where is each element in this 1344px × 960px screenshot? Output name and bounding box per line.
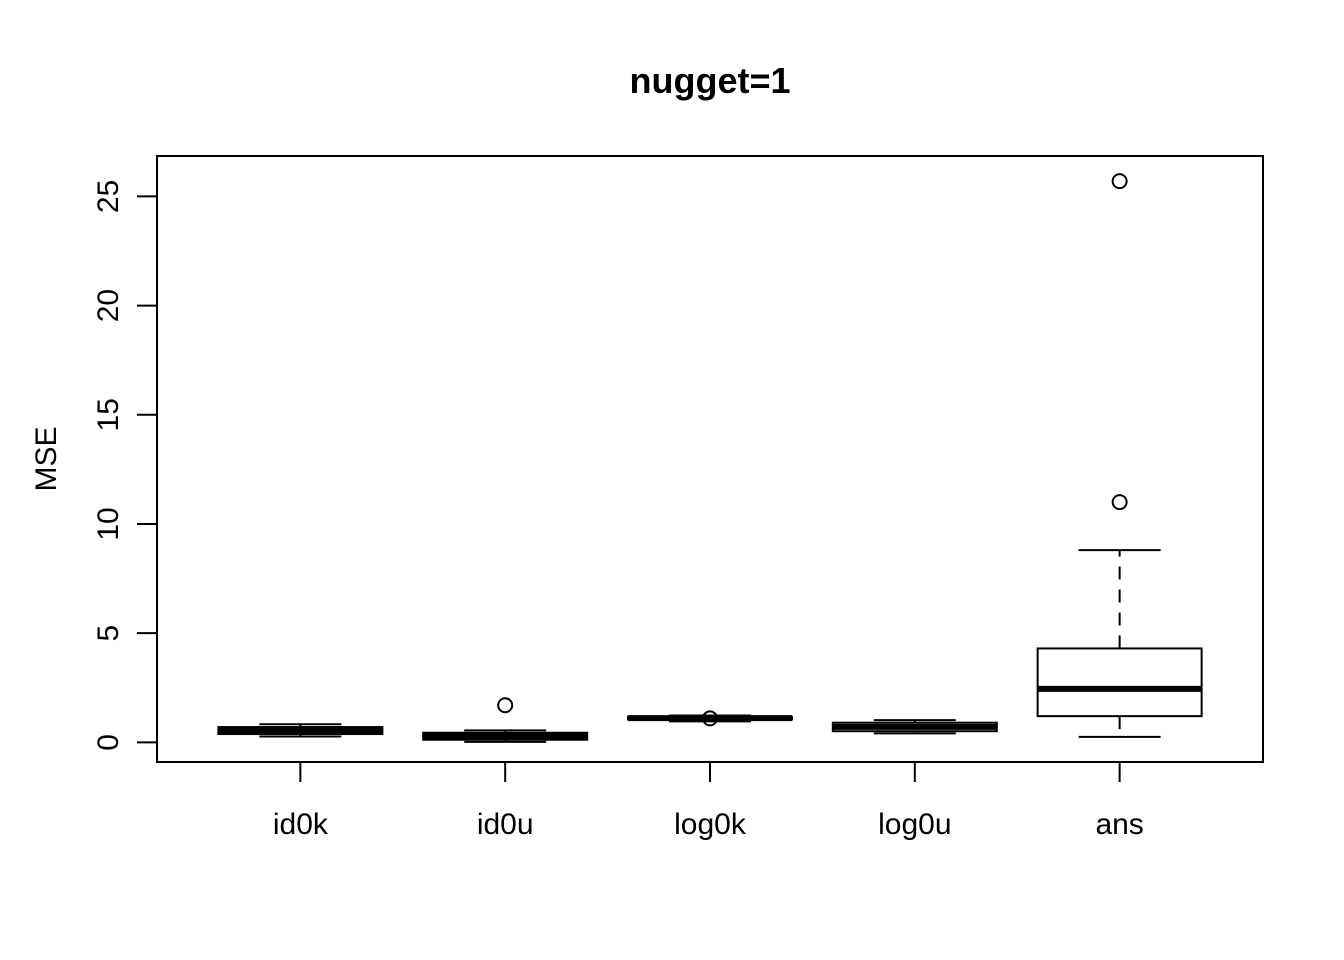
chart-title: nugget=1 [629, 60, 790, 101]
outlier-point [1111, 494, 1128, 511]
iqr-box [1036, 647, 1203, 718]
y-tick-label: 15 [92, 398, 125, 431]
y-tick-label: 25 [92, 180, 125, 213]
outlier-point [1111, 173, 1128, 190]
x-category-label: id0u [477, 808, 534, 841]
outlier-point [702, 710, 718, 727]
x-category-label: log0k [674, 808, 747, 841]
y-axis-title: MSE [30, 426, 63, 491]
y-tick-label: 20 [92, 289, 125, 322]
y-tick-label: 0 [92, 734, 125, 751]
y-tick-label: 5 [92, 625, 125, 642]
x-category-label: id0k [273, 808, 329, 841]
y-tick-label: 10 [92, 507, 125, 540]
x-category-label: ans [1095, 808, 1143, 841]
outlier-point [497, 697, 514, 714]
plot-area: 0 5 10 15 20 25 id0k id0u log0k log0u ans [92, 155, 1264, 841]
x-category-label: log0u [878, 808, 951, 841]
